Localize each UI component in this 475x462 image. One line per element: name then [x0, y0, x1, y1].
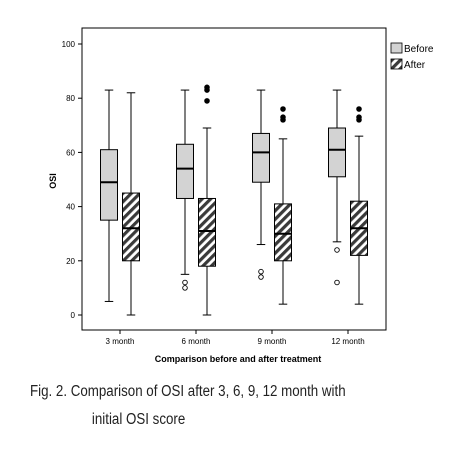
caption-line-1: Fig. 2. Comparison of OSI after 3, 6, 9,… [30, 383, 346, 400]
x-axis: 3 month 6 month 9 month 12 month [106, 330, 365, 346]
y-axis-title: OSI [48, 173, 58, 189]
box-iqr [328, 127, 346, 178]
y-tick-label: 100 [62, 40, 76, 49]
legend: Before After [390, 42, 434, 71]
y-tick-label: 0 [71, 311, 76, 320]
outlier-point [334, 279, 340, 286]
outlier-point [258, 274, 264, 280]
x-tick-label: 9 month [258, 337, 287, 346]
box-plot-chart: 0 20 40 60 80 100 3 month 6 month 9 month 12 mon… [48, 27, 434, 364]
y-axis: 0 20 40 60 80 100 [62, 40, 82, 320]
x-tick-label: 6 month [182, 337, 211, 346]
box-iqr [100, 149, 118, 221]
box-iqr [198, 197, 216, 267]
y-tick-label: 20 [66, 257, 75, 266]
legend-label-after: After [404, 60, 426, 71]
box-after-1 [198, 84, 216, 316]
x-tick-label: 3 month [106, 337, 135, 346]
caption-line-2: initial OSI score [91, 411, 186, 428]
outlier-point [334, 247, 340, 253]
y-tick-label: 40 [66, 203, 75, 212]
x-tick-label: 12 month [331, 337, 364, 346]
y-tick-label: 60 [66, 148, 75, 157]
box-iqr [252, 132, 270, 183]
extreme-point [280, 114, 286, 120]
box-after-2 [274, 106, 292, 305]
outlier-point [182, 285, 188, 291]
figure-caption: Fig. 2. Comparison of OSI after 3, 6, 9,… [30, 378, 400, 434]
box-iqr [274, 203, 292, 262]
legend-label-before: Before [404, 44, 434, 55]
outlier-point [182, 279, 188, 286]
extreme-point [356, 114, 362, 120]
box-after-3 [350, 106, 368, 305]
extreme-point [280, 106, 286, 112]
legend-swatch-after [390, 58, 403, 70]
box-iqr [122, 192, 140, 262]
box-before-3 [328, 89, 346, 286]
extreme-point [204, 84, 210, 91]
box-before-0 [100, 89, 118, 302]
outlier-point [258, 268, 264, 275]
box-iqr [176, 143, 194, 199]
box-series [100, 84, 368, 316]
plot-area [81, 27, 387, 331]
extreme-point [204, 98, 210, 104]
extreme-point [356, 106, 362, 112]
y-tick-label: 80 [66, 94, 75, 103]
x-axis-title: Comparison before and after treatment [155, 354, 322, 364]
box-before-2 [252, 89, 270, 280]
box-before-1 [176, 89, 194, 291]
legend-swatch-before [390, 42, 403, 54]
box-after-0 [122, 92, 140, 316]
